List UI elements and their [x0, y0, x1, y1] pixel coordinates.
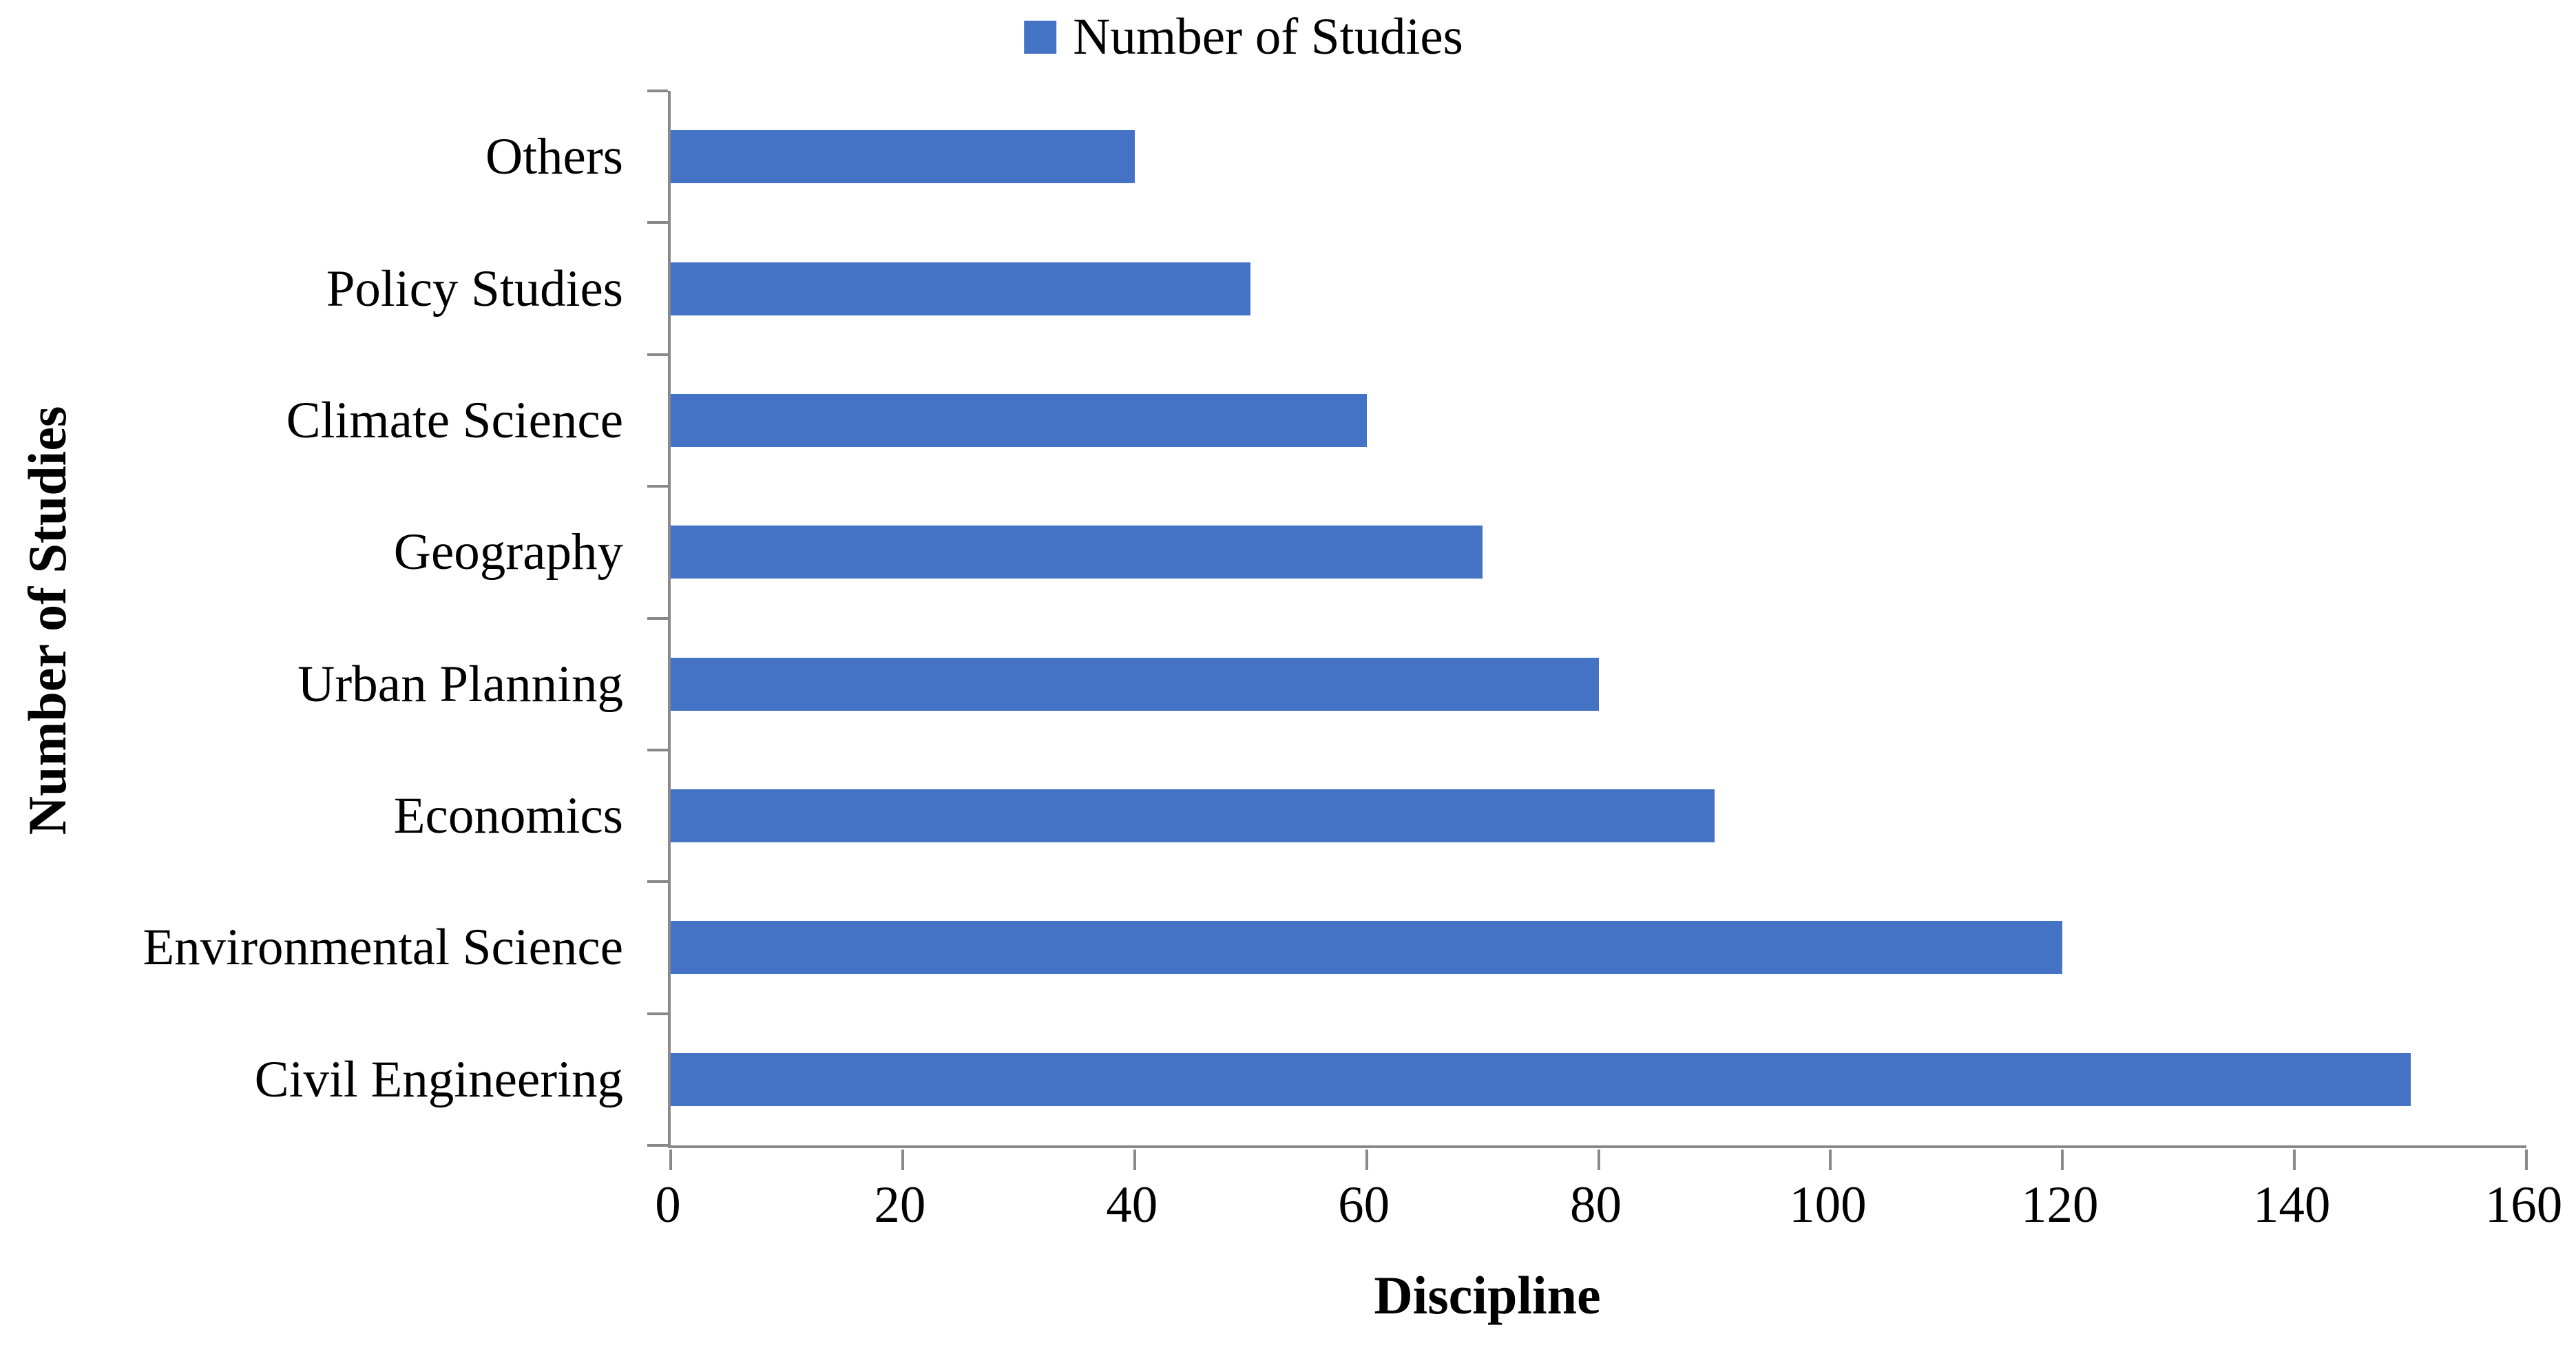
- category-label-environmental-science: Environmental Science: [143, 919, 623, 977]
- legend-label: Number of Studies: [1073, 8, 1463, 65]
- value-axis-label-0: 0: [655, 1176, 681, 1234]
- bar-economics: [671, 789, 1715, 843]
- category-axis-tick: [647, 485, 668, 488]
- value-axis-label-80: 80: [1570, 1176, 1622, 1234]
- category-axis-labels: Others Policy Studies Climate Science Geogr…: [0, 91, 623, 1145]
- value-axis-tick: [1597, 1150, 1600, 1170]
- value-axis-tick: [1365, 1150, 1368, 1170]
- value-axis-label-40: 40: [1106, 1176, 1158, 1234]
- category-label-urban-planning: Urban Planning: [297, 655, 623, 713]
- category-axis-tick: [647, 353, 668, 356]
- value-axis-tick: [2525, 1150, 2528, 1170]
- category-label-climate-science: Climate Science: [286, 391, 623, 449]
- bar-geography: [671, 526, 1483, 579]
- category-label-geography: Geography: [393, 523, 623, 581]
- plot-area: [647, 90, 2528, 1170]
- value-axis-tick: [901, 1150, 904, 1170]
- value-axis-label-100: 100: [1789, 1176, 1867, 1234]
- value-axis-tick: [669, 1150, 672, 1170]
- category-axis-tick: [647, 1012, 668, 1015]
- bar-climate-science: [671, 393, 1367, 447]
- value-axis-label-140: 140: [2252, 1176, 2331, 1234]
- category-axis-tick: [647, 90, 668, 92]
- value-axis-label-60: 60: [1338, 1176, 1390, 1234]
- x-axis-title: Discipline: [1374, 1265, 1601, 1325]
- value-axis-tick: [1829, 1150, 1832, 1170]
- value-axis-label-120: 120: [2021, 1176, 2099, 1234]
- value-axis-tick: [2293, 1150, 2296, 1170]
- category-axis-tick: [647, 880, 668, 884]
- category-axis-tick: [647, 221, 668, 225]
- category-label-economics: Economics: [393, 787, 623, 845]
- value-axis-tick: [2061, 1150, 2064, 1170]
- category-label-others: Others: [485, 128, 623, 186]
- category-axis-tick: [647, 748, 668, 751]
- bar-environmental-science: [671, 921, 2063, 975]
- legend: Number of Studies: [1024, 11, 1463, 63]
- value-axis-label-160: 160: [2484, 1176, 2563, 1234]
- category-axis-tick: [647, 616, 668, 620]
- bar-urban-planning: [671, 657, 1599, 711]
- value-axis-labels: 0 20 40 60 80 100 120 140 160: [655, 1176, 2562, 1248]
- bar-others: [671, 130, 1135, 184]
- bar-civil-engineering: [671, 1052, 2411, 1106]
- category-label-policy-studies: Policy Studies: [326, 260, 623, 318]
- category-label-civil-engineering: Civil Engineering: [254, 1050, 623, 1108]
- legend-swatch-icon: [1024, 20, 1057, 54]
- bar-policy-studies: [671, 262, 1251, 315]
- value-axis-tick: [1133, 1150, 1136, 1170]
- category-axis-tick: [647, 1144, 668, 1147]
- value-axis-label-20: 20: [874, 1176, 926, 1234]
